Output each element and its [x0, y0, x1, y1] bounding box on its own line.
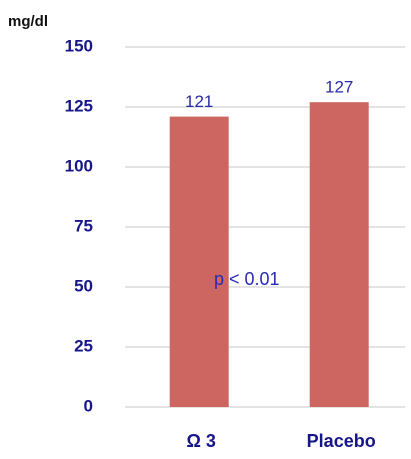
y-tick-label: 100: [65, 156, 93, 175]
x-tick-label: Ω 3: [186, 431, 215, 451]
y-tick-label: 25: [74, 336, 93, 355]
y-tick-label: 125: [65, 96, 93, 115]
y-axis-label: mg/dl: [8, 13, 48, 30]
annotation: p < 0.01: [214, 269, 280, 289]
y-tick-label: 50: [74, 276, 93, 295]
bar: [169, 116, 229, 407]
y-tick-label: 0: [84, 396, 93, 415]
x-tick-label: Placebo: [307, 431, 376, 451]
y-tick-label: 75: [74, 216, 93, 235]
data-label: 121: [185, 92, 213, 111]
data-label: 127: [325, 78, 353, 97]
bar: [309, 102, 369, 407]
y-tick-label: 150: [65, 36, 93, 55]
